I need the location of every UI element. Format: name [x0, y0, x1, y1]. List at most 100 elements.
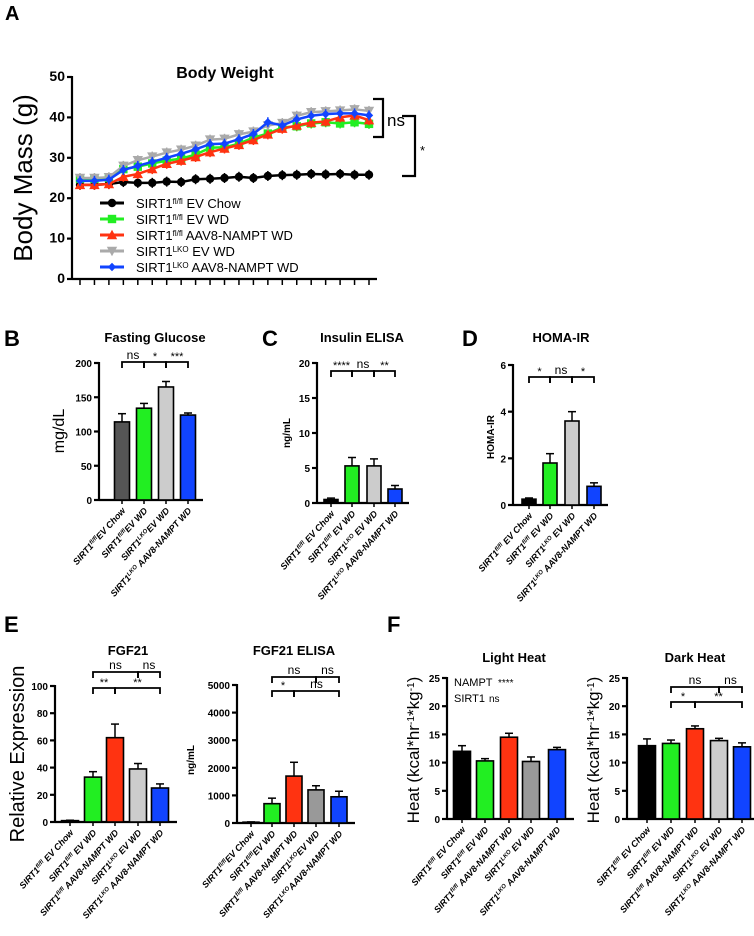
data-point: [306, 117, 317, 127]
y-tick-label: 10: [429, 759, 441, 770]
y-axis-label-part: ): [404, 677, 423, 683]
significance-bracket: [121, 361, 145, 368]
data-point: [133, 178, 142, 188]
y-axis-label-part: Heat (kcal*hr: [584, 725, 603, 824]
data-point: [320, 116, 331, 126]
y-axis-label: mg/dL: [51, 409, 68, 454]
data-point: [162, 177, 171, 186]
significance-bracket: [315, 676, 340, 683]
y-tick-label: 2: [500, 454, 506, 465]
legend-label-base: SIRT1: [136, 196, 173, 211]
y-tick-label: 0: [224, 819, 230, 830]
y-tick-label: 0: [500, 501, 506, 512]
data-point: [263, 171, 273, 181]
y-tick-label: 4000: [208, 709, 231, 720]
data-point: [176, 177, 186, 187]
category-label-rest: EV Chow: [499, 510, 535, 548]
stats-factor: SIRT1: [454, 693, 485, 705]
y-tick-label: 20: [37, 791, 49, 802]
y-tick-label: 0: [434, 815, 440, 826]
bar: [150, 787, 170, 823]
data-point: [248, 134, 259, 145]
data-point: [190, 151, 201, 162]
category-label-sup: fl/fl: [35, 859, 46, 870]
y-axis-label-part: Relative Expression: [7, 666, 29, 843]
panel-letter: F: [387, 612, 400, 637]
y-tick-label: 3000: [208, 736, 231, 747]
legend-label-sup: fl/fl: [173, 229, 183, 238]
data-point: [205, 174, 215, 184]
y-axis-label-part: -1: [586, 682, 597, 691]
category-label-sup: fl/fl: [323, 533, 334, 544]
bar: [135, 407, 153, 501]
category-label-sup: fl/fl: [296, 540, 307, 551]
bar: [709, 739, 729, 820]
legend-label-rest: AAV8-NAMPT WD: [189, 260, 299, 275]
data-point: [118, 171, 129, 181]
stats-significance: ns: [489, 694, 500, 705]
y-tick-label: 6: [500, 361, 506, 372]
category-label-sup: fl/fl: [456, 849, 467, 860]
y-tick-label: 20: [49, 189, 65, 205]
data-point: [321, 170, 330, 179]
data-point: [148, 178, 157, 188]
y-tick-label: 60: [37, 736, 49, 747]
legend-label-rest: EV WD: [189, 244, 235, 259]
y-axis-label: ng/mL: [282, 418, 293, 448]
significance-label: ns: [387, 111, 405, 130]
y-tick-label: 25: [609, 674, 621, 685]
significance-bracket: [694, 701, 743, 708]
bar: [83, 776, 103, 823]
data-point: [175, 155, 187, 165]
data-point: [307, 169, 316, 179]
data-point: [191, 145, 200, 154]
significance-label: ns: [127, 348, 140, 362]
significance-label: ns: [357, 357, 370, 371]
category-label-sup: fl/fl: [636, 883, 647, 894]
significance-bracket: [670, 686, 720, 693]
bar: [307, 789, 325, 824]
y-tick-label: 0: [57, 270, 65, 286]
significance-bracket: [718, 686, 743, 693]
legend-label-rest: EV Chow: [183, 196, 241, 211]
y-axis-label-part: *kg: [584, 691, 603, 716]
bar: [521, 498, 537, 506]
y-axis-label-part: Body Mass (g): [8, 94, 38, 262]
bar: [637, 744, 657, 820]
data-point: [350, 118, 359, 127]
panel-letter: A: [5, 3, 19, 25]
category-label-sup: fl/fl: [89, 535, 100, 546]
legend-label: SIRT1fl/fl EV WD: [136, 212, 229, 227]
legend-label: SIRT1fl/fl AAV8-NAMPT WD: [136, 228, 293, 243]
data-point: [191, 175, 200, 184]
legend-label-sup: fl/fl: [173, 213, 183, 222]
y-axis-label: Heat (kcal*hr-1*kg-1): [584, 677, 603, 824]
legend-label: SIRT1LKO EV WD: [136, 244, 235, 259]
data-point: [335, 109, 345, 118]
bar: [452, 750, 472, 820]
category-label-sup: fl/fl: [56, 886, 67, 897]
legend-label-sup: LKO: [173, 245, 189, 254]
y-tick-label: 20: [299, 359, 311, 370]
y-tick-label: 5: [304, 464, 310, 475]
chart-title: Light Heat: [482, 650, 546, 665]
data-point: [104, 175, 114, 184]
significance-label: *: [681, 691, 686, 703]
significance-bracket: [549, 376, 573, 383]
legend-label-base: SIRT1: [136, 260, 173, 275]
data-point: [220, 173, 229, 183]
significance-label: ns: [288, 663, 301, 677]
data-point: [364, 111, 374, 120]
y-tick-label: 0: [304, 499, 310, 510]
y-tick-label: 100: [75, 428, 92, 439]
category-label-sup: fl/fl: [612, 856, 623, 867]
y-tick-label: 4: [500, 408, 506, 419]
panel-e2: FGF21 ELISA010002000300040005000ng/mLSIR…: [186, 643, 355, 920]
data-point: [307, 111, 316, 120]
data-point: [292, 115, 301, 124]
y-axis-label-part: ng/mL: [186, 745, 197, 775]
y-tick-label: 40: [49, 108, 65, 124]
bar: [387, 488, 403, 504]
panel-letter: D: [462, 326, 478, 351]
